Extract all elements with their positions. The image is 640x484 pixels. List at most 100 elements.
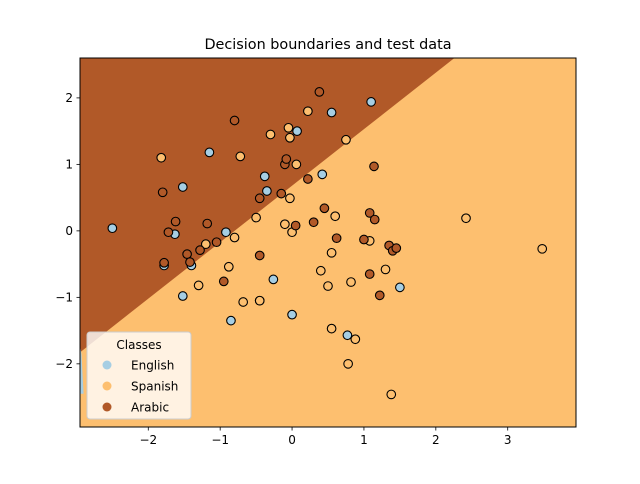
point-english (259, 171, 270, 182)
point-spanish (326, 247, 337, 258)
point-english (221, 227, 231, 238)
point-arabic (374, 290, 385, 301)
chart-title: Decision boundaries and test data (204, 37, 451, 53)
point-spanish (156, 152, 167, 163)
point-english (262, 186, 272, 196)
point-spanish (346, 277, 356, 287)
y-tick-label: 0 (65, 224, 73, 238)
y-axis: −2 −1 0 1 2 (55, 91, 80, 371)
point-arabic (308, 217, 319, 228)
point-arabic (159, 257, 169, 268)
legend-label-spanish: Spanish (131, 380, 178, 394)
legend-marker-english (102, 360, 112, 370)
point-english (204, 147, 215, 158)
point-english (395, 282, 405, 293)
point-arabic (195, 245, 205, 255)
point-arabic (276, 188, 287, 199)
point-spanish (238, 297, 249, 307)
point-english (226, 315, 236, 326)
point-spanish (330, 211, 341, 222)
point-arabic (211, 237, 222, 248)
y-tick-label: 2 (65, 91, 73, 105)
y-tick-label: 1 (65, 158, 73, 172)
point-arabic (290, 220, 301, 231)
x-tick-label: 3 (504, 433, 512, 447)
x-axis: −2 −1 0 1 2 3 (139, 427, 512, 447)
point-spanish (323, 281, 333, 291)
point-english (326, 107, 337, 118)
x-tick-label: 2 (432, 433, 440, 447)
x-tick-label: 1 (360, 433, 368, 447)
legend-title: Classes (116, 338, 161, 352)
legend-label-english: English (131, 359, 174, 373)
point-arabic (229, 115, 240, 126)
y-tick-label: −2 (55, 357, 73, 371)
legend-marker-arabic (102, 402, 112, 412)
point-english (177, 291, 188, 301)
point-arabic (364, 208, 375, 218)
point-english (317, 169, 328, 180)
point-english (342, 330, 353, 341)
x-tick-label: −1 (211, 433, 229, 447)
point-arabic (331, 233, 342, 244)
x-tick-label: 0 (288, 433, 296, 447)
point-spanish (229, 232, 240, 243)
y-tick-label: −1 (55, 291, 73, 305)
point-arabic (364, 269, 375, 279)
point-english (268, 274, 279, 285)
point-spanish (341, 134, 351, 145)
test-points (107, 87, 548, 400)
legend-label-arabic: Arabic (131, 401, 169, 415)
point-english (177, 182, 188, 192)
point-arabic (182, 249, 192, 259)
point-spanish (200, 239, 211, 250)
point-spanish (235, 151, 246, 162)
point-arabic (202, 218, 213, 229)
point-arabic (170, 216, 181, 227)
point-spanish (265, 129, 276, 140)
point-arabic (359, 234, 369, 245)
legend: Classes English Spanish Arabic (86, 331, 192, 420)
point-english (366, 97, 376, 107)
point-arabic (303, 174, 313, 184)
point-spanish (326, 323, 337, 334)
point-spanish (537, 243, 548, 254)
point-arabic (319, 203, 330, 214)
x-tick-label: −2 (139, 433, 157, 447)
point-spanish (380, 264, 391, 275)
region-english (80, 345, 84, 394)
legend-marker-spanish (102, 381, 112, 391)
point-arabic (218, 276, 229, 287)
point-arabic (254, 250, 265, 261)
point-arabic (185, 257, 195, 267)
point-arabic (254, 193, 265, 204)
point-spanish (254, 295, 265, 306)
point-spanish (285, 193, 295, 204)
region-arabic (80, 58, 455, 353)
point-arabic (157, 187, 168, 198)
point-spanish (283, 122, 294, 133)
point-arabic (369, 214, 380, 225)
point-english (292, 126, 302, 136)
point-spanish (280, 219, 290, 230)
point-arabic (314, 87, 325, 97)
plot-frame (79, 57, 577, 428)
point-arabic (391, 243, 402, 254)
point-spanish (315, 265, 326, 276)
point-spanish (291, 159, 302, 170)
point-spanish (193, 280, 204, 291)
point-arabic (163, 227, 174, 238)
point-spanish (343, 358, 353, 369)
point-arabic (369, 161, 379, 172)
point-spanish (251, 212, 261, 223)
legend-box (86, 331, 192, 420)
point-spanish (285, 132, 295, 143)
point-spanish (350, 334, 361, 345)
point-spanish (303, 106, 313, 117)
point-spanish (461, 213, 471, 224)
point-arabic (281, 154, 292, 164)
point-english (107, 223, 118, 234)
point-english (287, 309, 297, 320)
